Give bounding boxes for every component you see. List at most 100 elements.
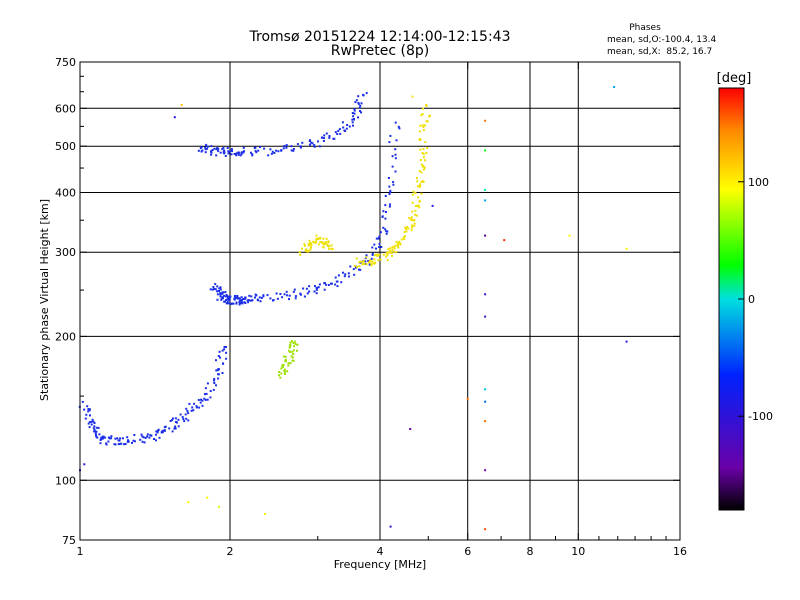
trace-2-point: [339, 132, 342, 135]
trace-4-point: [306, 250, 309, 253]
trace-1-point: [334, 276, 337, 279]
trace-3-point: [398, 240, 401, 243]
trace-5-point: [292, 353, 295, 355]
trace-0-point: [221, 372, 224, 374]
trace-3-point: [421, 124, 424, 127]
isolated-point-15: [625, 340, 628, 343]
trace-0-point: [143, 441, 146, 444]
x-tick-label-6: 16: [673, 545, 687, 558]
trace-1-point: [314, 285, 316, 288]
trace-5-point: [284, 355, 287, 358]
trace-0-point: [191, 406, 194, 409]
trace-3-point: [422, 129, 425, 132]
trace-3-point: [410, 219, 413, 221]
trace-0-point: [117, 439, 120, 442]
trace-1-point: [394, 157, 397, 160]
trace-0-point: [195, 406, 198, 409]
trace-4-point: [328, 245, 331, 248]
trace-2-point: [359, 110, 361, 112]
trace-2-point: [359, 104, 362, 107]
trace-2-point: [292, 148, 295, 150]
trace-0-point: [83, 408, 86, 411]
trace-1-point: [342, 271, 344, 274]
trace-4-point: [309, 248, 312, 251]
trace-1-point: [272, 299, 274, 302]
trace-0-point: [86, 405, 89, 408]
trace-0-point: [199, 401, 202, 404]
trace-1-point: [209, 288, 212, 291]
trace-1-point: [266, 294, 269, 297]
trace-5-point: [290, 355, 293, 358]
y-tick-label-4: 400: [55, 186, 76, 199]
trace-2-point: [204, 146, 207, 149]
trace-0-point: [223, 346, 226, 348]
isolated-point-10: [484, 469, 487, 472]
trace-3-point: [392, 245, 395, 248]
trace-5-point: [288, 346, 291, 349]
trace-3-point: [404, 226, 407, 229]
trace-2-point: [301, 141, 304, 144]
trace-0-point: [94, 430, 97, 433]
trace-0-point: [90, 420, 93, 423]
trace-1-point: [293, 288, 296, 291]
trace-4-point: [299, 253, 302, 256]
trace-2-point: [259, 146, 261, 149]
trace-4-point: [319, 236, 322, 239]
trace-3-point: [356, 266, 359, 269]
y-tick-label-5: 500: [55, 140, 76, 153]
trace-0-point: [110, 437, 113, 440]
trace-1-point: [388, 193, 391, 195]
trace-0-point: [205, 392, 208, 395]
trace-2-point: [353, 109, 356, 112]
trace-1-point: [216, 285, 219, 288]
trace-5-point: [289, 362, 292, 365]
trace-1-point: [279, 293, 282, 295]
trace-2-point: [318, 145, 321, 148]
trace-1-point: [367, 260, 370, 262]
trace-0-point: [84, 417, 87, 420]
trace-1-point: [327, 284, 330, 286]
trace-2-point: [310, 141, 313, 144]
trace-2-point: [251, 153, 254, 156]
trace-1-point: [227, 297, 230, 300]
trace-2-point: [273, 152, 276, 154]
trace-1-point: [240, 299, 243, 301]
trace-3-point: [418, 206, 421, 209]
trace-1-point: [221, 291, 224, 294]
trace-1-point: [225, 294, 228, 296]
trace-3-point: [403, 238, 406, 240]
trace-2-point: [254, 149, 257, 152]
trace-2-point: [290, 149, 293, 152]
colorbar-label: [deg]: [717, 71, 752, 86]
trace-2-point: [311, 142, 314, 145]
trace-1-point: [371, 253, 374, 256]
trace-4-point: [303, 243, 306, 246]
trace-0-point: [171, 430, 174, 433]
x-tick-label-5: 10: [571, 545, 585, 558]
trace-3-point: [370, 263, 373, 266]
trace-0-point: [215, 384, 217, 387]
trace-2-point: [253, 147, 256, 149]
trace-1-point: [240, 300, 243, 303]
trace-5-point: [284, 358, 287, 361]
trace-3-point: [362, 259, 365, 262]
trace-3-point: [391, 254, 393, 257]
trace-5-point: [278, 374, 280, 377]
trace-4-point: [310, 246, 312, 249]
trace-1-point: [220, 292, 223, 295]
trace-3-point: [359, 260, 362, 263]
trace-0-point: [209, 396, 212, 399]
trace-2-point: [355, 99, 358, 102]
trace-2-point: [299, 146, 302, 149]
trace-4-point: [315, 240, 318, 243]
trace-1-point: [388, 185, 391, 188]
trace-3-point: [414, 191, 417, 194]
trace-0-point: [113, 443, 116, 446]
trace-3-point: [394, 244, 397, 247]
trace-1-point: [294, 295, 297, 298]
trace-3-point: [400, 238, 403, 241]
trace-4-point: [326, 243, 329, 246]
trace-1-point: [308, 285, 311, 288]
trace-1-point: [248, 294, 251, 297]
trace-5-point: [289, 344, 292, 347]
